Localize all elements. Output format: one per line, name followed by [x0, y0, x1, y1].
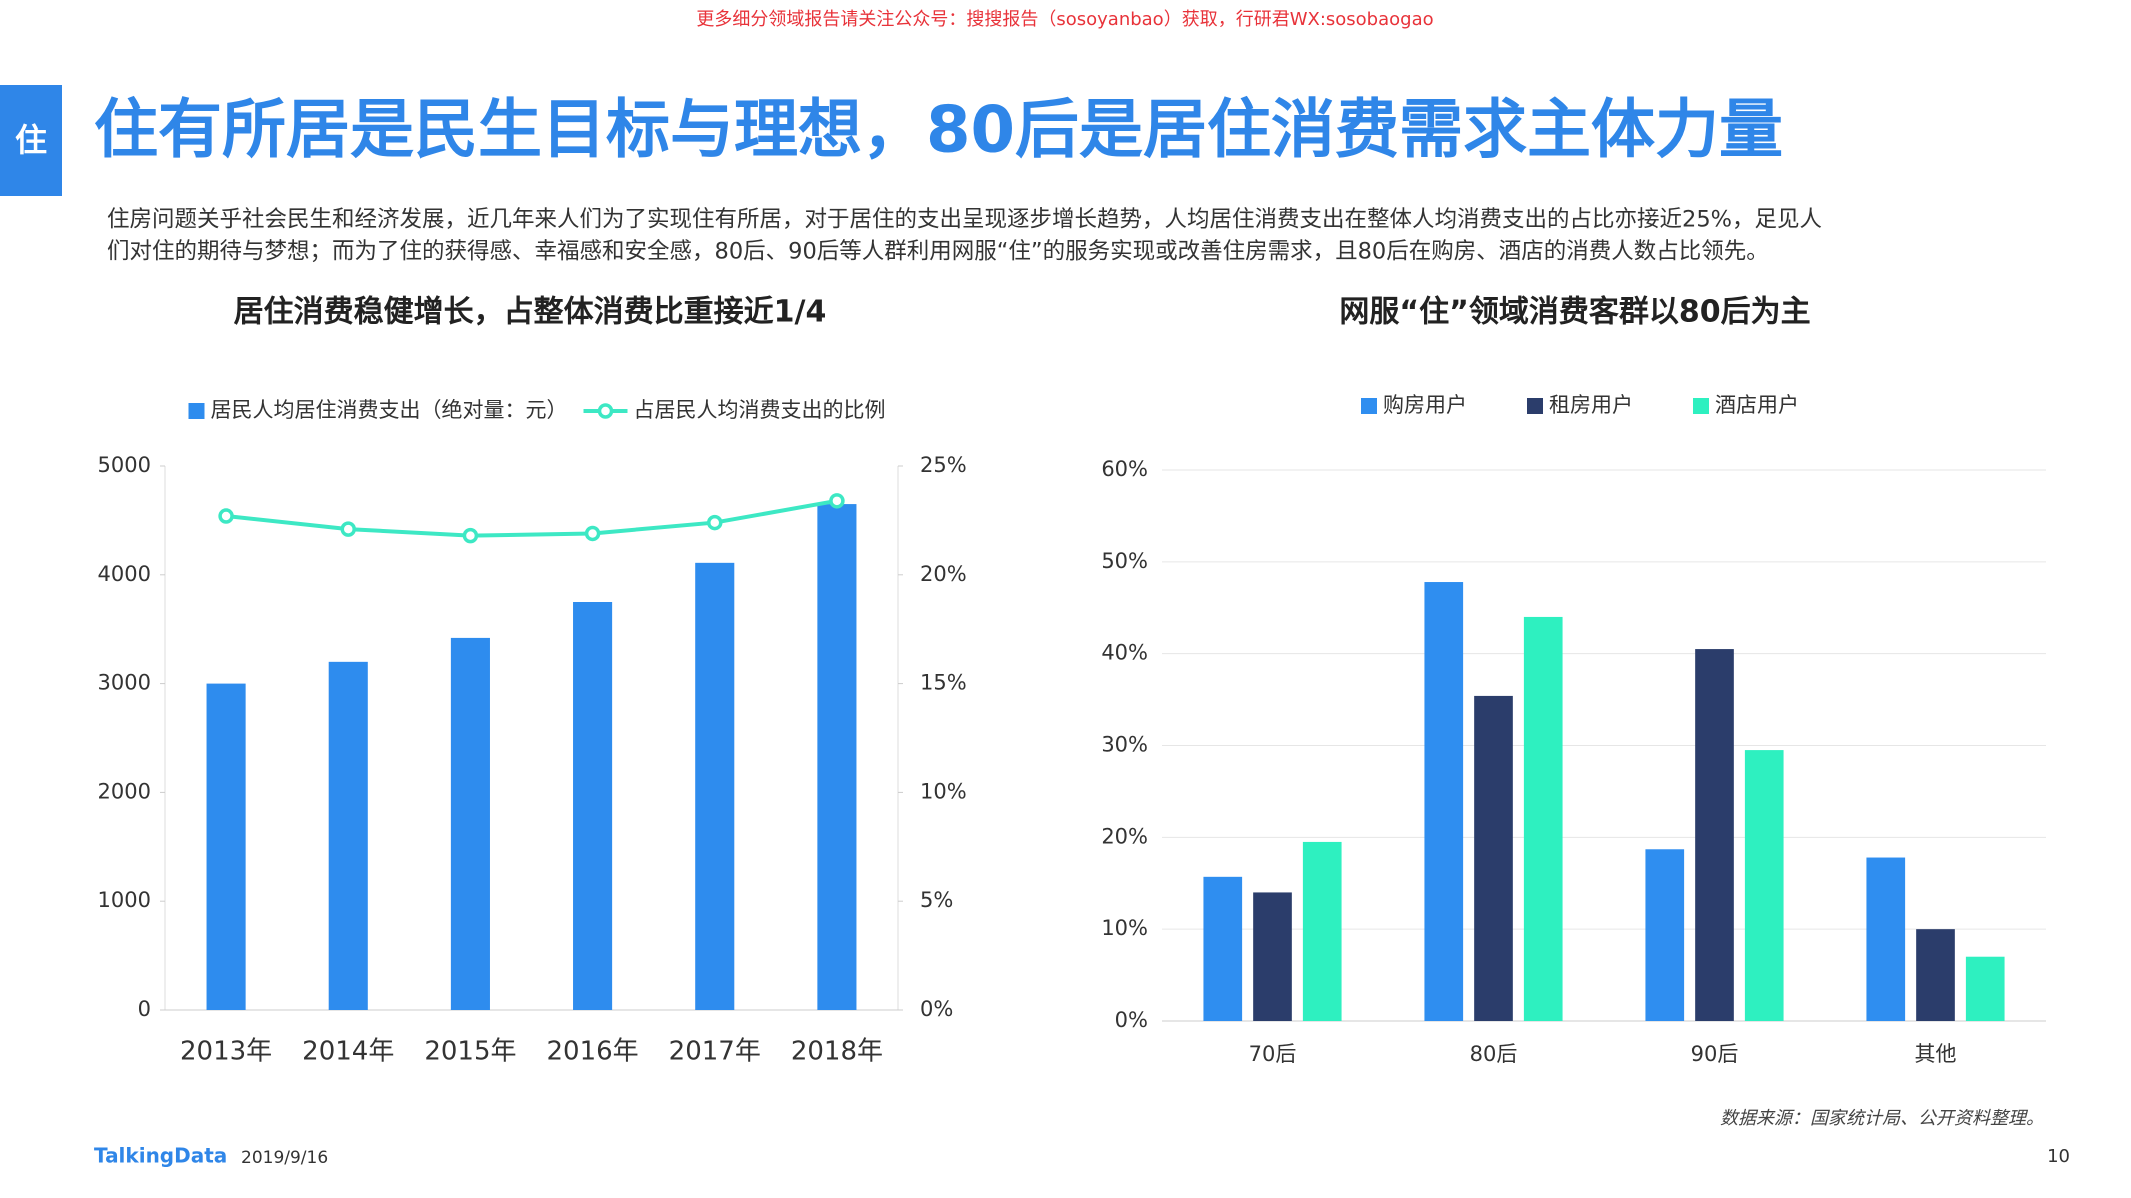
bar: [328, 661, 368, 1010]
bar: [1866, 857, 1906, 1021]
x-tick-label: 2016年: [546, 1037, 638, 1067]
y-tick-label: 60%: [1101, 457, 1148, 481]
legend-label: 酒店用户: [1715, 393, 1799, 417]
x-tick-label: 70后: [1249, 1042, 1297, 1066]
page-number: 10: [2047, 1146, 2070, 1167]
y-tick-label: 10%: [1101, 916, 1148, 940]
bar: [1203, 876, 1243, 1021]
legend-marker: [597, 403, 614, 419]
y2-tick-label: 15%: [920, 671, 967, 695]
y2-tick-label: 25%: [920, 453, 967, 477]
body-text: 们对住的期待与梦想；而为了住的获得感、幸福感和安全感，80后、90后等人群利用网…: [107, 239, 1769, 265]
y2-tick-label: 0%: [920, 997, 953, 1021]
chart-title: 居住消费稳健增长，占整体消费比重接近1/4: [234, 295, 827, 330]
y-tick-label: 30%: [1101, 733, 1148, 757]
legend-label: 租房用户: [1549, 393, 1633, 417]
x-tick-label: 90后: [1691, 1042, 1739, 1066]
bar: [817, 504, 857, 1010]
x-tick-label: 80后: [1470, 1042, 1518, 1066]
bar: [695, 562, 735, 1010]
x-tick-label: 2017年: [669, 1037, 761, 1067]
bar: [1965, 956, 2005, 1021]
y-tick-label: 0%: [1115, 1008, 1148, 1032]
x-tick-label: 2018年: [791, 1037, 883, 1067]
bar: [1916, 929, 1955, 1021]
bar: [1302, 841, 1342, 1021]
y-tick-label: 4000: [98, 562, 151, 586]
bar: [573, 602, 613, 1010]
title-badge: [0, 85, 62, 196]
x-tick-label: 2013年: [180, 1037, 272, 1067]
y2-tick-label: 10%: [920, 779, 967, 803]
legend-label: 占居民人均消费支出的比例: [634, 398, 886, 422]
watermark: 更多细分领域报告请关注公众号：搜搜报告（sosoyanbao）获取，行研君WX:…: [696, 9, 1433, 30]
y-tick-label: 3000: [98, 671, 151, 695]
bar: [1523, 616, 1563, 1021]
line-marker: [218, 508, 234, 524]
source-note: 数据来源：国家统计局、公开资料整理。: [1720, 1108, 2044, 1129]
bar: [1645, 849, 1685, 1021]
line: [225, 498, 838, 538]
y-tick-label: 5000: [98, 453, 151, 477]
x-tick-label: 2015年: [424, 1037, 516, 1067]
bar: [1424, 582, 1464, 1021]
bar: [1253, 892, 1292, 1021]
legend-marker: [1361, 398, 1377, 414]
brand: TalkingData: [94, 1144, 227, 1168]
line-marker: [462, 527, 479, 544]
bar: [450, 637, 490, 1010]
legend-label: 购房用户: [1383, 393, 1467, 417]
page-title: 住有所居是民生目标与理想，80后是居住消费需求主体力量: [94, 94, 1783, 168]
y2-tick-label: 5%: [920, 888, 953, 912]
line-marker: [340, 521, 356, 537]
body-text: 住房问题关乎社会民生和经济发展，近几年来人们为了实现住有所居，对于居住的支出呈现…: [107, 207, 1822, 233]
y-tick-label: 2000: [98, 779, 151, 803]
title-badge-text: 住: [15, 121, 47, 159]
legend-marker: [188, 403, 205, 419]
y-tick-label: 20%: [1101, 824, 1148, 848]
y-tick-label: 40%: [1101, 641, 1148, 665]
y-tick-label: 1000: [98, 888, 151, 912]
line-marker: [707, 514, 723, 531]
date: 2019/9/16: [241, 1148, 328, 1168]
legend-marker: [1693, 398, 1709, 414]
x-tick-label: 其他: [1915, 1042, 1957, 1066]
legend-marker: [1527, 398, 1543, 414]
bar: [206, 683, 246, 1010]
line-marker: [829, 493, 845, 509]
line-marker: [584, 525, 601, 542]
y-tick-label: 0: [138, 997, 151, 1021]
chart-title: 网服“住”领域消费客群以80后为主: [1339, 295, 1810, 330]
x-tick-label: 2014年: [302, 1037, 394, 1067]
legend-label: 居民人均居住消费支出（绝对量：元）: [211, 398, 568, 422]
y-tick-label: 50%: [1101, 549, 1148, 573]
bar: [1744, 750, 1784, 1021]
bar: [1695, 649, 1734, 1021]
y2-tick-label: 20%: [920, 562, 967, 586]
bar: [1474, 695, 1513, 1021]
